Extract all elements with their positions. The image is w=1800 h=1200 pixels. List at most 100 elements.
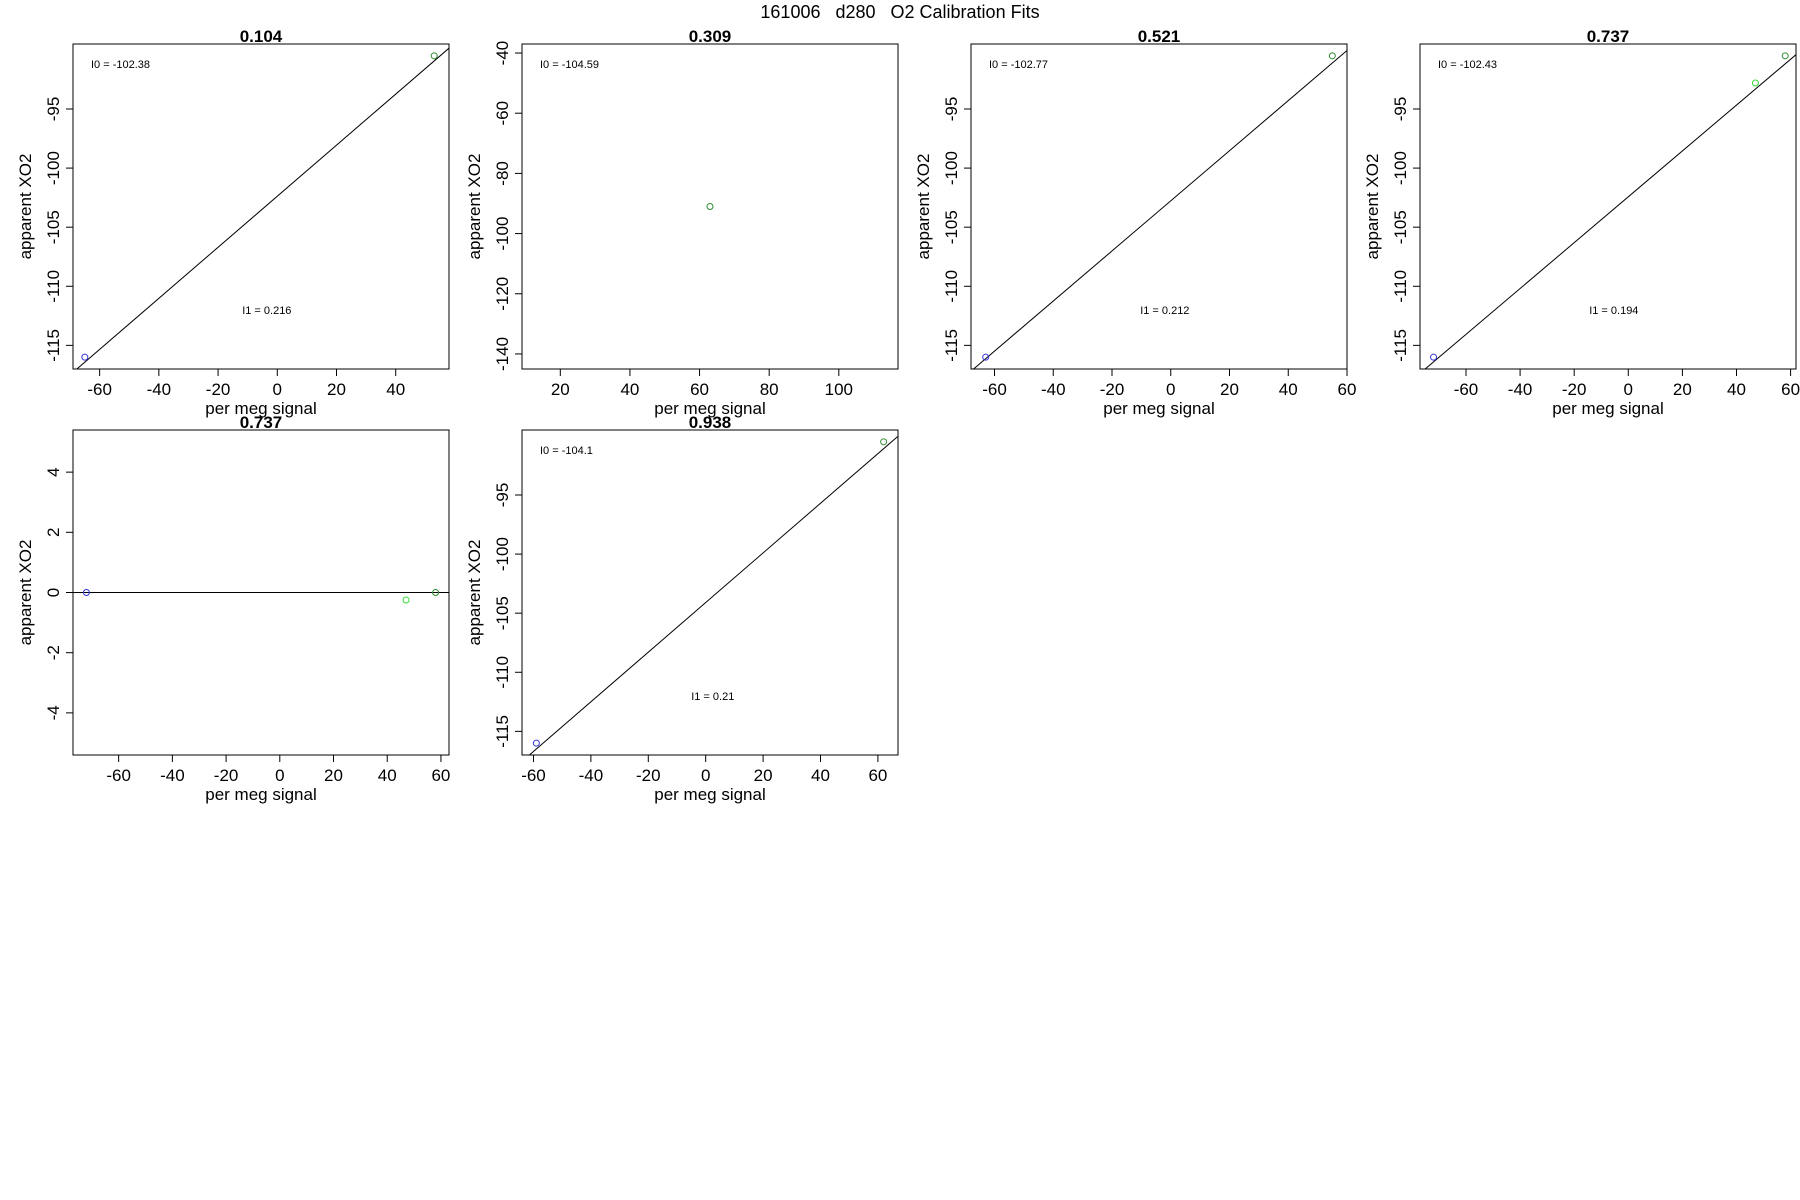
y-tick-label: -4 (44, 705, 63, 720)
panel-1: 0.104 -60 -40 -20 0 20 40 -95 -100 -105 -110 -115 pe… (16, 27, 450, 418)
x-axis-label: per meg signal (205, 785, 317, 804)
panel-2: 0.309 20 40 60 80 100 -40 -60 -80 -100 -120 -140 per… (465, 27, 899, 418)
y-tick-label: -115 (493, 715, 512, 748)
x-tick-label: -40 (160, 766, 185, 785)
plot-frame (970, 43, 1348, 370)
x-tick-label: 60 (1338, 380, 1357, 399)
y-tick-label: -60 (493, 101, 512, 126)
y-axis-label: apparent XO2 (465, 154, 484, 260)
plot-frame (72, 43, 450, 370)
data-point (880, 438, 888, 446)
y-tick-label: -2 (44, 645, 63, 660)
x-tick-label: 20 (754, 766, 773, 785)
y-tick-label: -110 (44, 270, 63, 303)
x-tick-label: -40 (1508, 380, 1533, 399)
panel-title: 0.737 (1587, 27, 1630, 46)
y-axis-label: apparent XO2 (465, 540, 484, 646)
data-point (1328, 52, 1336, 60)
fit-annotation: I0 = -102.38 (91, 59, 150, 71)
y-tick-label: -140 (493, 337, 512, 371)
fit-annotation: I1 = 0.216 (242, 305, 291, 317)
x-tick-label: 60 (1781, 380, 1800, 399)
x-tick-label: -60 (87, 380, 112, 399)
x-tick-label: 40 (811, 766, 830, 785)
fit-line (528, 435, 898, 755)
x-tick-label: 60 (868, 766, 887, 785)
data-point (1430, 353, 1438, 361)
data-point (81, 353, 89, 361)
x-tick-label: -60 (106, 766, 131, 785)
y-tick-label: -105 (44, 210, 63, 244)
fit-line (1424, 54, 1796, 369)
data-point (706, 203, 714, 210)
y-tick-label: 0 (44, 588, 63, 597)
plot-frame (1419, 43, 1797, 370)
y-axis-label: apparent XO2 (914, 154, 933, 260)
data-point (402, 596, 410, 604)
x-tick-label: 100 (825, 380, 853, 399)
x-tick-label: 20 (551, 380, 570, 399)
x-tick-label: 40 (1727, 380, 1746, 399)
x-tick-label: 0 (701, 766, 710, 785)
y-tick-label: -105 (1391, 210, 1410, 244)
y-tick-label: -120 (493, 277, 512, 311)
fit-annotation: I0 = -102.77 (989, 59, 1048, 71)
y-tick-label: -100 (942, 151, 961, 185)
x-tick-label: -60 (1454, 380, 1479, 399)
x-tick-label: -20 (1562, 380, 1587, 399)
y-tick-label: 4 (44, 467, 63, 476)
fit-annotation: I1 = 0.21 (691, 691, 734, 703)
y-axis-label: apparent XO2 (16, 540, 35, 646)
fit-line (76, 47, 449, 369)
panel-4: 0.737 -60 -40 -20 0 20 40 60 -95 -100 -105 -110 -115… (1363, 27, 1800, 418)
panel-title: 0.521 (1138, 27, 1181, 46)
y-tick-label: -110 (942, 270, 961, 303)
panel-title: 0.309 (689, 27, 732, 46)
y-tick-label: 2 (44, 528, 63, 537)
y-tick-label: -115 (1391, 329, 1410, 362)
y-tick-label: -100 (1391, 151, 1410, 185)
x-tick-label: 0 (1166, 380, 1175, 399)
data-point (1781, 52, 1789, 60)
x-axis-label: per meg signal (654, 785, 766, 804)
x-tick-label: 0 (273, 380, 282, 399)
fit-annotation: I0 = -104.59 (540, 59, 599, 71)
data-point (1751, 79, 1759, 87)
x-tick-label: -20 (1100, 380, 1125, 399)
y-tick-label: -105 (493, 596, 512, 630)
y-tick-label: -80 (493, 161, 512, 186)
x-tick-label: -40 (579, 766, 604, 785)
main-title: 161006 d280 O2 Calibration Fits (760, 2, 1040, 22)
panel-title: 0.737 (240, 413, 283, 432)
x-tick-label: -20 (636, 766, 661, 785)
x-axis-label: per meg signal (654, 399, 766, 418)
x-tick-label: -40 (147, 380, 172, 399)
panel-title: 0.938 (689, 413, 732, 432)
fit-annotation: I0 = -104.1 (540, 445, 593, 457)
fit-annotation: I1 = 0.212 (1140, 305, 1189, 317)
x-tick-label: 20 (324, 766, 343, 785)
x-tick-label: 40 (386, 380, 405, 399)
x-axis-label: per meg signal (1552, 399, 1664, 418)
x-tick-label: -40 (1041, 380, 1066, 399)
y-tick-label: -115 (942, 329, 961, 362)
data-point (82, 589, 90, 596)
y-tick-label: -100 (493, 217, 512, 251)
x-tick-label: 0 (1624, 380, 1633, 399)
x-tick-label: 40 (378, 766, 397, 785)
x-tick-label: -20 (206, 380, 231, 399)
x-tick-label: 0 (275, 766, 284, 785)
y-tick-label: -100 (44, 151, 63, 185)
x-tick-label: -20 (214, 766, 239, 785)
fit-line (972, 50, 1347, 369)
x-tick-label: 20 (1220, 380, 1239, 399)
x-tick-label: 20 (1673, 380, 1692, 399)
y-tick-label: -95 (942, 97, 961, 122)
data-point (432, 589, 440, 596)
x-tick-label: 40 (1279, 380, 1298, 399)
y-tick-label: -95 (44, 97, 63, 122)
data-point (982, 353, 990, 361)
y-tick-label: -95 (493, 483, 512, 508)
